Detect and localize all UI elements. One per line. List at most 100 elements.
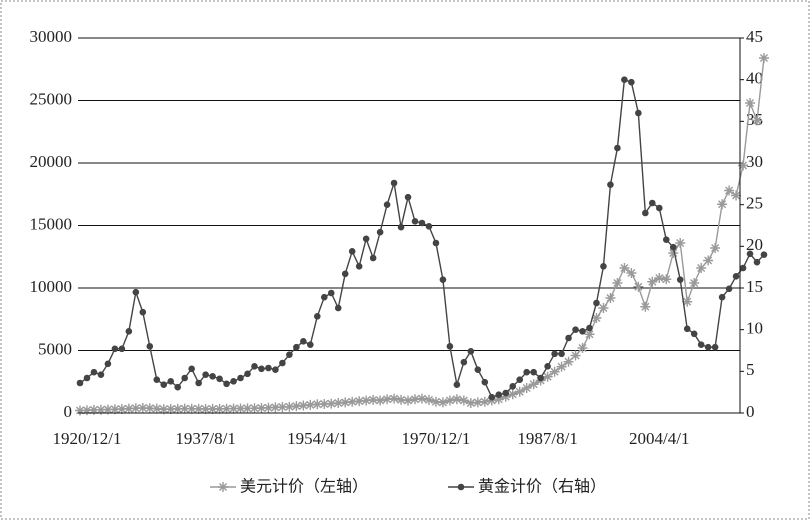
data-point	[144, 403, 155, 414]
data-point	[249, 403, 260, 414]
data-point	[488, 393, 496, 401]
data-point	[474, 366, 482, 373]
data-point	[200, 404, 211, 414]
data-point	[293, 343, 300, 351]
data-point	[551, 350, 558, 358]
data-point	[195, 379, 202, 387]
data-point	[500, 391, 511, 402]
y2-tick-label: 40	[746, 69, 763, 88]
data-point	[649, 199, 656, 207]
data-point	[167, 378, 175, 385]
legend-label: 美元计价（左轴）	[240, 477, 368, 496]
data-point	[746, 250, 754, 258]
y-tick-label: 10000	[30, 277, 73, 296]
data-point	[153, 376, 161, 383]
data-point	[556, 361, 567, 372]
data-point	[214, 403, 225, 414]
data-point	[90, 368, 98, 376]
data-point	[83, 374, 91, 382]
data-point	[718, 293, 726, 301]
data-point	[97, 371, 105, 378]
data-point	[430, 396, 441, 407]
y-tick-label: 15000	[30, 214, 73, 233]
data-point	[710, 243, 721, 253]
data-point	[237, 374, 244, 382]
data-point	[600, 263, 607, 270]
data-point	[724, 185, 735, 196]
data-point	[116, 404, 127, 414]
data-point	[439, 276, 447, 283]
data-point	[495, 391, 503, 398]
data-point	[326, 398, 337, 409]
data-point	[305, 399, 316, 410]
data-point	[704, 343, 712, 351]
data-point	[272, 366, 279, 373]
y-tick-label: 5000	[38, 339, 72, 358]
data-point	[607, 181, 614, 188]
data-point	[626, 268, 637, 278]
data-point	[493, 394, 504, 405]
data-point	[298, 400, 309, 411]
data-point	[95, 404, 106, 415]
data-point	[265, 364, 272, 372]
data-point	[361, 395, 372, 406]
data-point	[396, 394, 407, 405]
data-point	[614, 144, 621, 152]
data-point	[732, 273, 740, 280]
data-point	[528, 379, 539, 390]
data-point	[444, 395, 455, 406]
data-point	[111, 345, 119, 353]
data-point	[537, 374, 544, 382]
y-tick-label: 20000	[30, 152, 73, 171]
y2-tick-label: 35	[746, 110, 763, 129]
data-point	[411, 218, 419, 225]
data-point	[682, 296, 693, 307]
data-point	[612, 278, 623, 288]
data-point	[81, 405, 92, 416]
x-tick-label: 1987/8/1	[517, 429, 577, 448]
data-point	[181, 374, 188, 382]
y2-tick-label: 5	[746, 360, 755, 379]
data-point	[760, 251, 768, 258]
data-point	[277, 402, 288, 412]
data-point	[354, 396, 365, 407]
y2-tick-label: 45	[746, 27, 763, 46]
data-point	[458, 395, 469, 406]
data-point	[334, 304, 342, 312]
data-point	[479, 396, 490, 407]
data-point	[577, 343, 588, 353]
y2-tick-label: 0	[746, 402, 755, 421]
data-point	[563, 356, 574, 367]
data-point	[109, 404, 120, 415]
data-point	[647, 276, 658, 287]
data-point	[758, 53, 769, 63]
data-point	[628, 78, 635, 86]
data-point	[341, 270, 349, 278]
data-point	[320, 293, 328, 301]
x-tick-label: 1970/12/1	[401, 429, 470, 448]
data-point	[570, 350, 581, 361]
data-point	[389, 393, 400, 404]
data-point	[146, 343, 154, 350]
x-tick-label: 1937/8/1	[175, 429, 235, 448]
data-point	[717, 199, 728, 210]
data-point	[221, 403, 232, 414]
data-point	[270, 402, 281, 413]
data-point	[397, 223, 405, 231]
data-point	[683, 325, 691, 333]
data-point	[689, 278, 700, 288]
data-point	[242, 403, 253, 414]
y2-tick-label: 30	[746, 152, 763, 171]
y-tick-label: 0	[64, 402, 73, 421]
data-point	[753, 258, 761, 266]
data-point	[640, 301, 651, 312]
data-point	[137, 403, 148, 413]
data-point	[172, 403, 183, 414]
data-point	[486, 395, 497, 406]
data-point	[654, 273, 665, 283]
legend-label: 黄金计价（右轴）	[478, 477, 606, 496]
data-point	[258, 365, 265, 373]
data-point	[696, 263, 707, 273]
data-point	[118, 345, 126, 353]
data-point	[132, 288, 140, 296]
